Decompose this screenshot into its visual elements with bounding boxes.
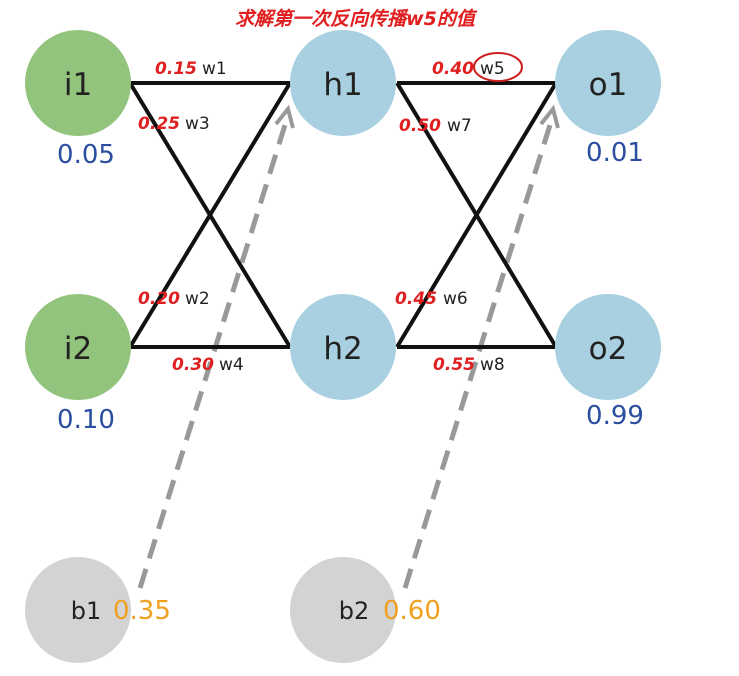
node-o1: o1 xyxy=(555,30,661,136)
weight-w3-name: w3 xyxy=(185,114,210,134)
bias-edges xyxy=(137,104,560,589)
weight-w1-name: w1 xyxy=(202,59,227,79)
weight-label-w7: 0.50 w7 xyxy=(399,116,472,136)
node-b1: b1 xyxy=(25,557,131,663)
node-b2: b2 xyxy=(290,557,396,663)
weight-edges xyxy=(128,81,558,349)
node-i1: i1 xyxy=(25,30,131,136)
node-b2-label: b2 xyxy=(339,597,370,625)
node-o2-label: o2 xyxy=(589,331,628,367)
weight-w3-value: 0.25 xyxy=(138,114,180,134)
edge-h2-o1 xyxy=(395,81,558,349)
node-i1-value: 0.05 xyxy=(57,140,115,170)
weight-w4-name: w4 xyxy=(219,355,244,375)
weight-w4-value: 0.30 xyxy=(172,355,214,375)
edge-b2-o1 xyxy=(402,124,553,589)
node-i2-value: 0.10 xyxy=(57,405,115,435)
weight-w6-value: 0.45 xyxy=(395,289,437,309)
weight-w2-name: w2 xyxy=(185,289,210,309)
weight-w2-value: 0.20 xyxy=(138,289,180,309)
weight-w5-name: w5 xyxy=(480,59,505,79)
weight-w8-value: 0.55 xyxy=(433,355,475,375)
w5-highlight-ring xyxy=(473,52,523,82)
node-i2-label: i2 xyxy=(64,331,92,367)
node-o1-label: o1 xyxy=(589,67,628,103)
weight-w8-name: w8 xyxy=(480,355,505,375)
node-b1-label: b1 xyxy=(71,597,102,625)
weight-w1-value: 0.15 xyxy=(155,59,197,79)
node-b1-value: 0.35 xyxy=(113,596,171,626)
diagram-title: 求解第一次反向传播w5的值 xyxy=(235,8,478,30)
edge-b1-h1 xyxy=(137,124,288,589)
weight-label-w2: 0.20 w2 xyxy=(138,289,210,309)
weight-w5-value: 0.40 xyxy=(432,59,474,79)
weight-w7-value: 0.50 xyxy=(399,116,441,136)
node-i1-label: i1 xyxy=(64,67,92,103)
weight-w6-name: w6 xyxy=(443,289,468,309)
weight-label-w5: 0.40 w5 xyxy=(432,52,523,82)
weight-label-w6: 0.45 w6 xyxy=(395,289,468,309)
weight-label-w8: 0.55 w8 xyxy=(433,355,505,375)
node-b2-value: 0.60 xyxy=(383,596,441,626)
node-o1-value: 0.01 xyxy=(586,138,644,168)
node-o2: o2 xyxy=(555,294,661,400)
weight-label-w3: 0.25 w3 xyxy=(138,114,210,134)
node-h1: h1 xyxy=(290,30,396,136)
weight-label-w1: 0.15 w1 xyxy=(155,59,227,79)
node-i2: i2 xyxy=(25,294,131,400)
node-h2-label: h2 xyxy=(323,331,362,367)
arrowhead-b1-h1 xyxy=(274,104,295,129)
node-h1-label: h1 xyxy=(323,67,362,103)
weight-label-w4: 0.30 w4 xyxy=(172,355,244,375)
node-o2-value: 0.99 xyxy=(586,401,644,431)
edge-i2-h1 xyxy=(128,81,292,349)
weight-w7-name: w7 xyxy=(447,116,472,136)
arrowhead-b2-o1 xyxy=(539,104,560,129)
node-h2: h2 xyxy=(290,294,396,400)
